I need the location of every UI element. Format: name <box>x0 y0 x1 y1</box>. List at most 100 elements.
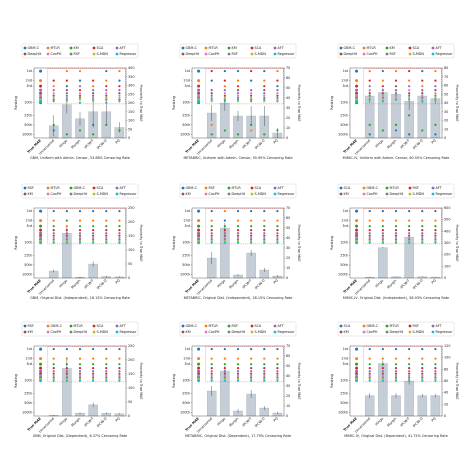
legend-swatch <box>273 192 277 196</box>
legend-swatch <box>46 46 50 50</box>
legend-label: KM <box>28 330 33 334</box>
rank-dot <box>276 357 279 360</box>
rank-dot <box>105 374 108 377</box>
rank-dot <box>197 94 201 98</box>
legend-label: Regressor <box>436 52 453 56</box>
rank-dot <box>276 234 279 237</box>
y2-tick-label: 0 <box>286 136 288 140</box>
rank-dot <box>39 369 43 373</box>
legend-label: AFT <box>436 186 443 190</box>
legend-swatch <box>250 186 254 190</box>
legend-frame <box>337 183 455 199</box>
rank-dot <box>276 94 279 97</box>
y2-tick-label: 40 <box>444 101 448 105</box>
legend-swatch <box>273 46 277 50</box>
rank-dot <box>408 236 411 239</box>
rank-dot <box>92 363 95 366</box>
rank-dot <box>92 232 95 235</box>
y2-tick-label: 0 <box>286 414 288 418</box>
rank-dot <box>78 357 82 360</box>
rank-dot <box>381 100 384 103</box>
y2-tick-label: 70 <box>444 75 448 79</box>
rank-dot <box>250 238 253 241</box>
x-tick-label: PO <box>115 416 121 422</box>
rank-dot <box>78 374 82 377</box>
rank-dot <box>276 219 279 222</box>
rank-dot <box>105 123 108 126</box>
rank-dot <box>381 367 384 370</box>
y-axis-label: Ranking <box>172 96 176 110</box>
legend-label: SCA <box>413 46 421 50</box>
rank-dot <box>408 94 411 97</box>
rank-dot <box>197 79 201 83</box>
rank-dot <box>223 225 226 228</box>
rank-dot <box>434 367 437 370</box>
y2-tick-label: 0 <box>444 136 446 140</box>
y2-tick-label: 0 <box>444 414 446 418</box>
rank-dot <box>92 241 95 244</box>
rank-dot <box>197 224 201 228</box>
y-tick-label: 25th <box>24 253 32 257</box>
rank-dot <box>65 133 68 136</box>
rank-dot <box>250 229 253 232</box>
bar <box>430 395 441 417</box>
rank-dot <box>52 100 55 103</box>
rank-dot <box>118 92 121 95</box>
y-tick-label: 50th <box>182 123 190 127</box>
rank-dot <box>105 236 108 239</box>
rank-dot <box>78 234 82 237</box>
rank-dot <box>381 98 384 101</box>
panel-caption: GBM, Uniform with Admin. Censor, 53.88% … <box>30 156 130 160</box>
legend-label: CoxPH <box>209 52 220 56</box>
rank-dot <box>434 123 437 126</box>
y-axis-label: Ranking <box>330 374 334 388</box>
legend-swatch <box>204 186 208 190</box>
y2-tick-label: 150 <box>128 372 134 376</box>
rank-dot <box>236 96 240 99</box>
y-tick-label: 100th <box>22 272 32 276</box>
rank-dot <box>421 225 424 228</box>
rank-dot <box>105 357 108 360</box>
y2-tick-label: 20 <box>444 119 448 123</box>
rank-dot <box>52 238 55 241</box>
x-tick-label: Hinge <box>216 417 226 427</box>
panel-caption: METABRIC, Original Dist. (Dependent), 17… <box>185 434 291 438</box>
legend-label: DeepHit <box>74 192 88 196</box>
rank-dot <box>421 347 424 351</box>
legend-swatch <box>385 330 389 334</box>
rank-dot <box>210 357 213 360</box>
rank-dot <box>65 379 68 382</box>
y2-tick-label: 250 <box>128 92 134 96</box>
y-tick-label: 3rd <box>26 84 32 88</box>
rank-dot <box>276 209 279 213</box>
legend-swatch <box>362 330 366 334</box>
rank-dot <box>421 372 424 375</box>
legend-swatch <box>181 186 185 190</box>
legend-swatch <box>250 46 254 50</box>
legend: GBM-C MTLR KM SCA AFT DeepHit CoxPH RSF S-MDN Reg… <box>337 43 455 59</box>
rank-dot <box>263 367 266 370</box>
rank-dot <box>408 219 411 222</box>
legend-swatch <box>273 330 277 334</box>
rank-dot <box>250 363 253 366</box>
y-tick-label: 10th <box>340 101 348 105</box>
legend-swatch <box>273 324 277 328</box>
x-tick-label: IPCW-D <box>254 138 266 150</box>
legend-swatch <box>227 46 231 50</box>
x-tick-label: IPCW-D <box>96 138 108 150</box>
rank-dot <box>381 92 384 95</box>
rank-dot <box>92 98 95 101</box>
legend-swatch <box>204 324 208 328</box>
legend-label: MTLR <box>74 324 84 328</box>
legend-swatch <box>92 330 96 334</box>
rank-dot <box>394 379 398 382</box>
rank-dot <box>223 238 226 241</box>
rank-dot <box>394 225 398 228</box>
y-tick-label: 3rd <box>184 224 190 228</box>
legend-swatch <box>181 324 185 328</box>
legend-swatch <box>115 330 119 334</box>
legend-swatch <box>227 330 231 334</box>
rank-dot <box>355 228 359 232</box>
x-tick-label: Margin <box>386 417 397 428</box>
y2-tick-label: 100 <box>128 248 134 252</box>
